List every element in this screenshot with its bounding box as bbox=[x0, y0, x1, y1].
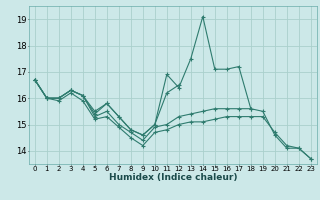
X-axis label: Humidex (Indice chaleur): Humidex (Indice chaleur) bbox=[108, 173, 237, 182]
